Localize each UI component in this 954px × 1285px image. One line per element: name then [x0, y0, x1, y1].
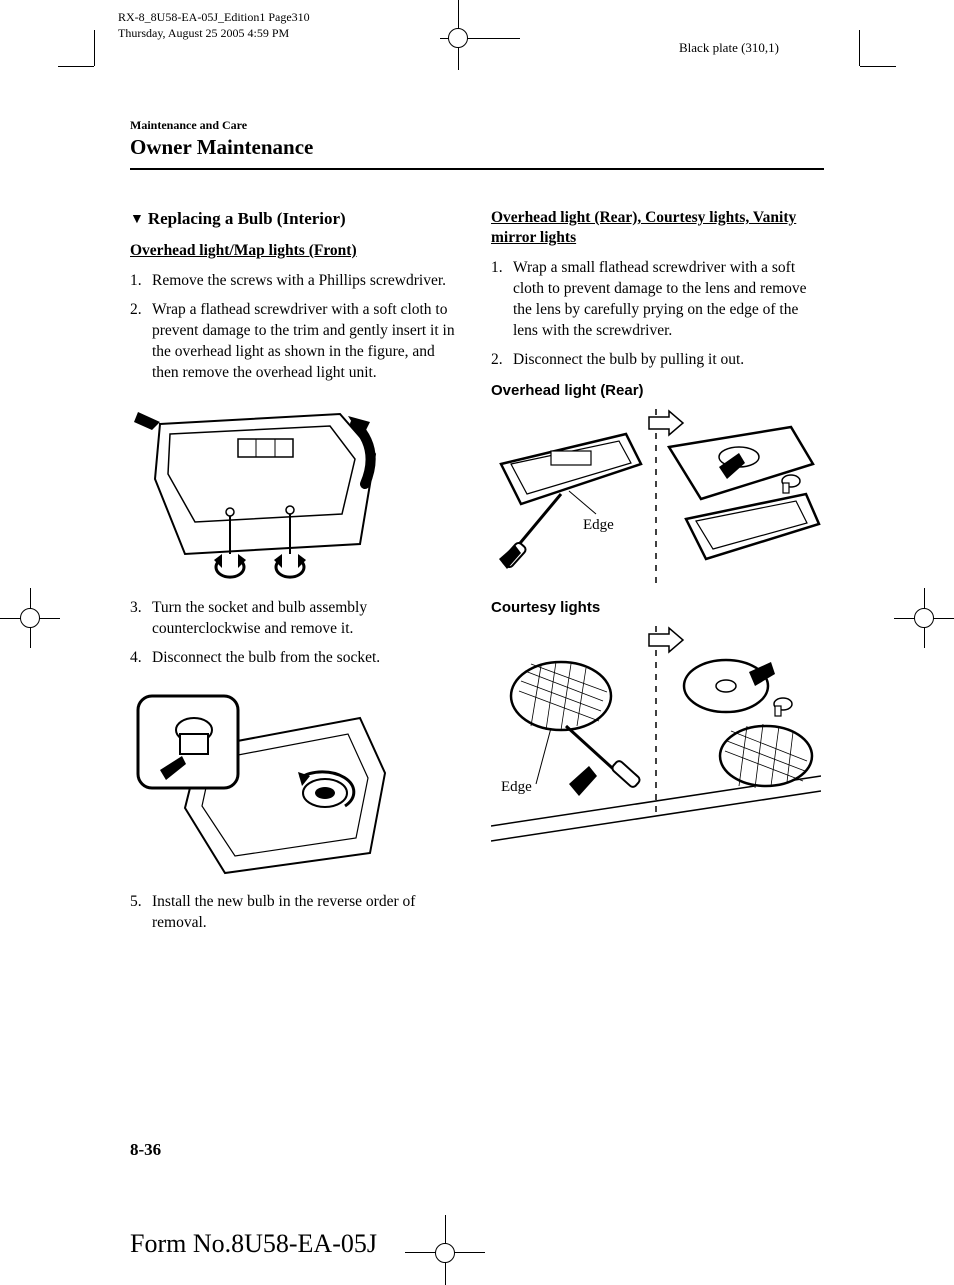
print-doc-header: RX-8_8U58-EA-05J_Edition1 Page310 Thursd…: [118, 10, 310, 41]
subsection-heading: ▼Replacing a Bulb (Interior): [130, 208, 463, 231]
subsection-heading-text: Replacing a Bulb (Interior): [148, 209, 346, 228]
step-item: Disconnect the bulb by pulling it out.: [491, 350, 824, 371]
crop-mark: [94, 30, 95, 66]
step-item: Wrap a small flathead screwdriver with a…: [491, 258, 824, 342]
crop-mark: [58, 66, 94, 67]
figure-overhead-unit: [130, 394, 463, 584]
print-doc-id: RX-8_8U58-EA-05J_Edition1 Page310: [118, 10, 310, 26]
figure-label-overhead-rear: Overhead light (Rear): [491, 381, 824, 401]
figure-courtesy-lights: Edge: [491, 626, 824, 846]
left-column: ▼Replacing a Bulb (Interior) Overhead li…: [130, 208, 463, 944]
steps-front-a: Remove the screws with a Phillips screwd…: [130, 271, 463, 384]
steps-rear: Wrap a small flathead screwdriver with a…: [491, 258, 824, 371]
figure-bulb-socket: [130, 678, 463, 878]
crop-mark: [859, 30, 860, 66]
registration-mark-bottom: [405, 1215, 485, 1285]
steps-front-c: Install the new bulb in the reverse orde…: [130, 892, 463, 934]
step-item: Wrap a flathead screwdriver with a soft …: [130, 300, 463, 384]
registration-mark-right: [894, 588, 954, 648]
page-title: Owner Maintenance: [130, 135, 824, 160]
figure-label-courtesy: Courtesy lights: [491, 598, 824, 618]
registration-mark-top: [440, 0, 520, 70]
right-column: Overhead light (Rear), Courtesy lights, …: [491, 208, 824, 944]
crop-mark: [860, 66, 896, 67]
triangle-bullet-icon: ▼: [130, 211, 144, 230]
svg-text:Edge: Edge: [501, 779, 532, 795]
black-plate-label: Black plate (310,1): [679, 40, 779, 56]
step-item: Remove the screws with a Phillips screwd…: [130, 271, 463, 292]
svg-text:Edge: Edge: [583, 517, 614, 533]
section-breadcrumb: Maintenance and Care: [130, 118, 824, 133]
page-body: Maintenance and Care Owner Maintenance ▼…: [130, 118, 824, 944]
step-item: Turn the socket and bulb assembly counte…: [130, 598, 463, 640]
step-item: Install the new bulb in the reverse orde…: [130, 892, 463, 934]
procedure-heading-rear: Overhead light (Rear), Courtesy lights, …: [491, 208, 824, 248]
figure-overhead-rear: Edge: [491, 409, 824, 584]
form-number: Form No.8U58-EA-05J: [130, 1229, 377, 1259]
procedure-heading-front: Overhead light/Map lights (Front): [130, 241, 463, 261]
steps-front-b: Turn the socket and bulb assembly counte…: [130, 598, 463, 669]
print-timestamp: Thursday, August 25 2005 4:59 PM: [118, 26, 310, 42]
registration-mark-left: [0, 588, 60, 648]
step-item: Disconnect the bulb from the socket.: [130, 648, 463, 669]
page-number: 8-36: [130, 1140, 161, 1160]
title-rule: [130, 168, 824, 170]
